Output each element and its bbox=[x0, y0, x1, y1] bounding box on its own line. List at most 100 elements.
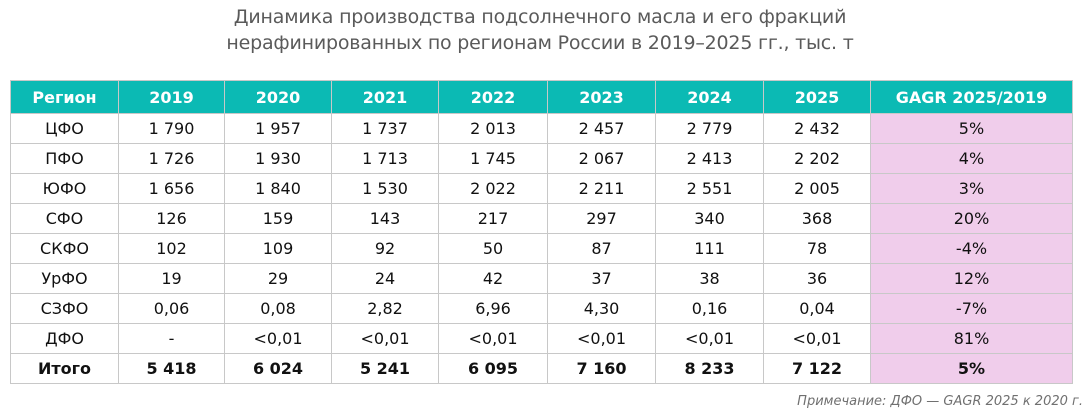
value-cell: 87 bbox=[547, 233, 656, 264]
value-cell: 1 737 bbox=[331, 113, 439, 144]
value-cell: 4,30 bbox=[547, 293, 656, 324]
header-2025: 2025 bbox=[763, 80, 871, 114]
header-row: Регион 2019 2020 2021 2022 2023 2024 202… bbox=[10, 80, 1073, 114]
value-cell: 102 bbox=[118, 233, 225, 264]
table-title: Динамика производства подсолнечного масл… bbox=[180, 4, 900, 56]
value-cell: 2 551 bbox=[655, 173, 764, 204]
value-cell: - bbox=[118, 323, 225, 354]
value-cell: 1 656 bbox=[118, 173, 225, 204]
header-2024: 2024 bbox=[655, 80, 764, 114]
value-cell: <0,01 bbox=[224, 323, 332, 354]
value-cell: 6 095 bbox=[438, 353, 548, 384]
value-cell: 217 bbox=[438, 203, 548, 234]
region-cell: ДФО bbox=[10, 323, 119, 354]
value-cell: 50 bbox=[438, 233, 548, 264]
region-cell: СКФО bbox=[10, 233, 119, 264]
table-row: ЦФО 1 790 1 957 1 737 2 013 2 457 2 779 2 432 5% bbox=[10, 113, 1073, 144]
production-table: Регион 2019 2020 2021 2022 2023 2024 202… bbox=[10, 80, 1073, 384]
value-cell: 126 bbox=[118, 203, 225, 234]
value-cell: <0,01 bbox=[655, 323, 764, 354]
gagr-cell: 20% bbox=[870, 203, 1073, 234]
value-cell: 5 241 bbox=[331, 353, 439, 384]
value-cell: 2 779 bbox=[655, 113, 764, 144]
table-row: СФО 126 159 143 217 297 340 368 20% bbox=[10, 203, 1073, 234]
value-cell: 38 bbox=[655, 263, 764, 294]
header-2019: 2019 bbox=[118, 80, 225, 114]
title-line-1: Динамика производства подсолнечного масл… bbox=[233, 6, 847, 28]
value-cell: 2,82 bbox=[331, 293, 439, 324]
table-row: ДФО - <0,01 <0,01 <0,01 <0,01 <0,01 <0,01 81% bbox=[10, 323, 1073, 354]
region-cell: СФО bbox=[10, 203, 119, 234]
value-cell: 111 bbox=[655, 233, 764, 264]
value-cell: 0,16 bbox=[655, 293, 764, 324]
value-cell: 2 457 bbox=[547, 113, 656, 144]
footnote: Примечание: ДФО — GAGR 2025 к 2020 г. bbox=[797, 394, 1083, 409]
value-cell: 297 bbox=[547, 203, 656, 234]
table-row: УрФО 19 29 24 42 37 38 36 12% bbox=[10, 263, 1073, 294]
value-cell: 1 713 bbox=[331, 143, 439, 174]
region-cell: УрФО bbox=[10, 263, 119, 294]
value-cell: 42 bbox=[438, 263, 548, 294]
value-cell: 0,06 bbox=[118, 293, 225, 324]
header-gagr: GAGR 2025/2019 bbox=[870, 80, 1073, 114]
total-row: Итого 5 418 6 024 5 241 6 095 7 160 8 233 7 122… bbox=[10, 353, 1073, 384]
value-cell: 109 bbox=[224, 233, 332, 264]
value-cell: 37 bbox=[547, 263, 656, 294]
value-cell: 7 160 bbox=[547, 353, 656, 384]
value-cell: 1 745 bbox=[438, 143, 548, 174]
title-line-2: нерафинированных по регионам России в 20… bbox=[226, 32, 854, 54]
gagr-cell: 81% bbox=[870, 323, 1073, 354]
value-cell: 2 067 bbox=[547, 143, 656, 174]
gagr-cell: 12% bbox=[870, 263, 1073, 294]
value-cell: 1 726 bbox=[118, 143, 225, 174]
value-cell: 159 bbox=[224, 203, 332, 234]
value-cell: 36 bbox=[763, 263, 871, 294]
header-2020: 2020 bbox=[224, 80, 332, 114]
value-cell: 0,04 bbox=[763, 293, 871, 324]
gagr-cell: 4% bbox=[870, 143, 1073, 174]
value-cell: 2 202 bbox=[763, 143, 871, 174]
value-cell: 7 122 bbox=[763, 353, 871, 384]
value-cell: <0,01 bbox=[763, 323, 871, 354]
value-cell: 6 024 bbox=[224, 353, 332, 384]
region-cell: Итого bbox=[10, 353, 119, 384]
value-cell: 92 bbox=[331, 233, 439, 264]
value-cell: 19 bbox=[118, 263, 225, 294]
value-cell: 8 233 bbox=[655, 353, 764, 384]
value-cell: 29 bbox=[224, 263, 332, 294]
value-cell: 143 bbox=[331, 203, 439, 234]
region-cell: СЗФО bbox=[10, 293, 119, 324]
header-2022: 2022 bbox=[438, 80, 548, 114]
header-2023: 2023 bbox=[547, 80, 656, 114]
value-cell: 340 bbox=[655, 203, 764, 234]
value-cell: 2 022 bbox=[438, 173, 548, 204]
value-cell: 2 013 bbox=[438, 113, 548, 144]
value-cell: 6,96 bbox=[438, 293, 548, 324]
region-cell: ЦФО bbox=[10, 113, 119, 144]
region-cell: ПФО bbox=[10, 143, 119, 174]
value-cell: 2 005 bbox=[763, 173, 871, 204]
table-row: СКФО 102 109 92 50 87 111 78 -4% bbox=[10, 233, 1073, 264]
value-cell: 0,08 bbox=[224, 293, 332, 324]
value-cell: <0,01 bbox=[547, 323, 656, 354]
value-cell: 24 bbox=[331, 263, 439, 294]
value-cell: 2 413 bbox=[655, 143, 764, 174]
value-cell: 1 530 bbox=[331, 173, 439, 204]
gagr-cell: -7% bbox=[870, 293, 1073, 324]
value-cell: 1 790 bbox=[118, 113, 225, 144]
value-cell: 1 930 bbox=[224, 143, 332, 174]
table-row: ЮФО 1 656 1 840 1 530 2 022 2 211 2 551 2 005 3% bbox=[10, 173, 1073, 204]
value-cell: 368 bbox=[763, 203, 871, 234]
value-cell: 1 957 bbox=[224, 113, 332, 144]
table-row: ПФО 1 726 1 930 1 713 1 745 2 067 2 413 2 202 4% bbox=[10, 143, 1073, 174]
gagr-cell: -4% bbox=[870, 233, 1073, 264]
value-cell: <0,01 bbox=[331, 323, 439, 354]
header-2021: 2021 bbox=[331, 80, 439, 114]
region-cell: ЮФО bbox=[10, 173, 119, 204]
gagr-cell: 3% bbox=[870, 173, 1073, 204]
value-cell: <0,01 bbox=[438, 323, 548, 354]
gagr-cell: 5% bbox=[870, 113, 1073, 144]
value-cell: 2 432 bbox=[763, 113, 871, 144]
table-row: СЗФО 0,06 0,08 2,82 6,96 4,30 0,16 0,04 -7% bbox=[10, 293, 1073, 324]
value-cell: 2 211 bbox=[547, 173, 656, 204]
